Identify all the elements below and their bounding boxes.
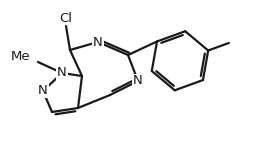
Text: Me: Me	[10, 50, 30, 64]
Text: N: N	[133, 75, 143, 87]
Text: N: N	[93, 36, 103, 48]
Text: N: N	[57, 67, 67, 79]
Text: Cl: Cl	[60, 11, 73, 25]
Text: N: N	[38, 85, 48, 97]
